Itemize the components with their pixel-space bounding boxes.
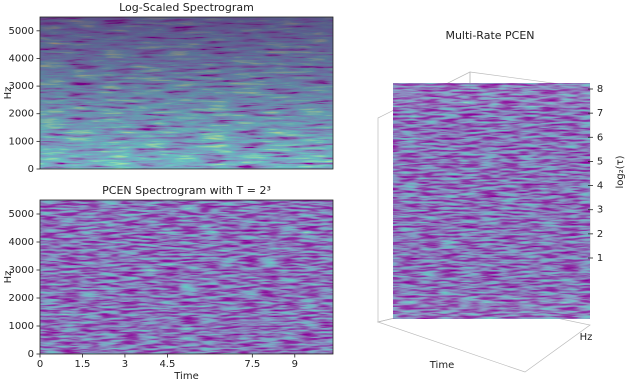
x-tick-label: 4.5 (159, 359, 175, 370)
z-tick-label: 8 (597, 84, 603, 95)
x-tick-label: 7.5 (244, 359, 260, 370)
chart-title: Multi-Rate PCEN (445, 29, 534, 42)
z-axis-label: log₂(τ) (615, 155, 626, 188)
z-tick-label: 2 (597, 229, 603, 240)
y-axis-label: Hz (3, 271, 14, 284)
z-tick-label: 7 (597, 108, 603, 119)
y-tick-label: 4000 (9, 237, 34, 248)
z-tick-label: 6 (597, 132, 603, 143)
y-tick-label: 1000 (9, 136, 34, 147)
y-tick-label: 5000 (9, 209, 34, 220)
z-tick-label: 3 (597, 205, 603, 216)
spectrogram-shade (40, 17, 333, 169)
y-tick-label: 0 (28, 349, 34, 360)
x-tick-label: 0 (37, 359, 43, 370)
y-axis-label: Hz (3, 87, 14, 100)
pcen-layer (393, 83, 590, 150)
z-tick-label: 5 (597, 156, 603, 167)
z-tick-label: 4 (597, 181, 603, 192)
y-tick-label: 4000 (9, 53, 34, 64)
x-axis-label: Time (173, 371, 198, 380)
y-tick-label: 2000 (9, 109, 34, 120)
x-tick-label: 3 (122, 359, 128, 370)
y-tick-label: 3000 (9, 265, 34, 276)
y-axis-label: Hz (580, 332, 593, 343)
y-tick-label: 0 (28, 164, 34, 175)
x-tick-label: 1.5 (75, 359, 91, 370)
axes-frame (39, 16, 334, 170)
z-tick-label: 1 (597, 253, 603, 264)
floor (376, 299, 591, 373)
y-tick-label: 2000 (9, 293, 34, 304)
x-axis-label: Time (429, 360, 454, 371)
y-tick-label: 1000 (9, 321, 34, 332)
chart-title: Log-Scaled Spectrogram (119, 1, 254, 14)
y-tick-label: 3000 (9, 81, 34, 92)
spectrogram (40, 200, 333, 354)
x-tick-label: 9 (292, 359, 298, 370)
y-tick-label: 5000 (9, 26, 34, 37)
chart-title: PCEN Spectrogram with T = 2³ (102, 184, 271, 197)
axes-frame (39, 199, 334, 355)
